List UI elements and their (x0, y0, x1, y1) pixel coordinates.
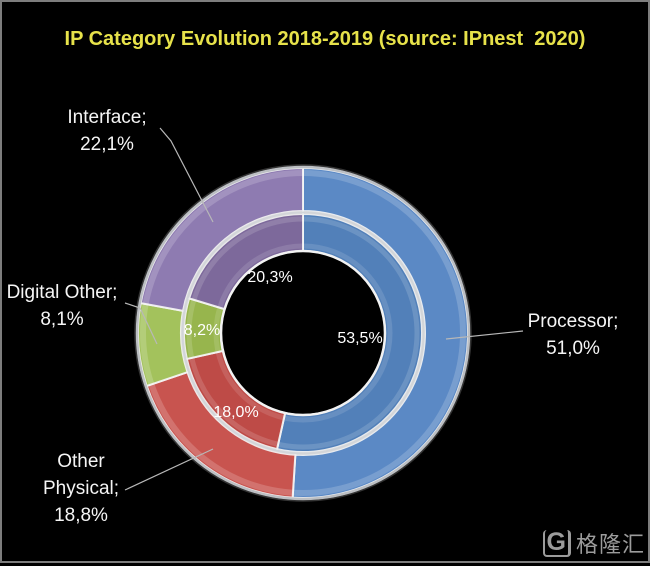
callout-label-digital-other: Digital Other; 8,1% (6, 282, 118, 330)
callout-label-processor: Processor; 51,0% (527, 311, 619, 359)
leader-line-interface (159, 127, 214, 223)
leader-line-digital-other (124, 302, 158, 345)
callout-label-other-physical: Other Physical; 18,8% (42, 451, 120, 526)
callout-label-interface: Interface; 22,1% (67, 107, 147, 155)
watermark-text: 格隆汇 (575, 532, 645, 557)
inner-ring-label-other-physical: 18,0% (213, 404, 259, 421)
inner-ring-gloss (186, 216, 420, 450)
ring-separator-rim (181, 211, 425, 455)
chart-title: IP Category Evolution 2018-2019 (source:… (64, 28, 586, 50)
gelonghui-logo-icon: G (542, 529, 571, 557)
watermark: G 格隆汇 (542, 527, 645, 559)
hole-gloss (213, 243, 393, 423)
inner-ring-label-processor: 53,5% (337, 330, 383, 347)
outer-ring-gloss (140, 170, 466, 496)
leader-line-other-physical (124, 448, 214, 491)
leader-line-processor (445, 330, 524, 340)
outer-rim (135, 165, 471, 501)
inner-ring-label-digital-other: 8,2% (183, 322, 221, 339)
outer-rim-shadow (134, 164, 472, 502)
inner-ring-label-interface: 20,3% (247, 269, 293, 286)
hole-rim (219, 249, 387, 417)
